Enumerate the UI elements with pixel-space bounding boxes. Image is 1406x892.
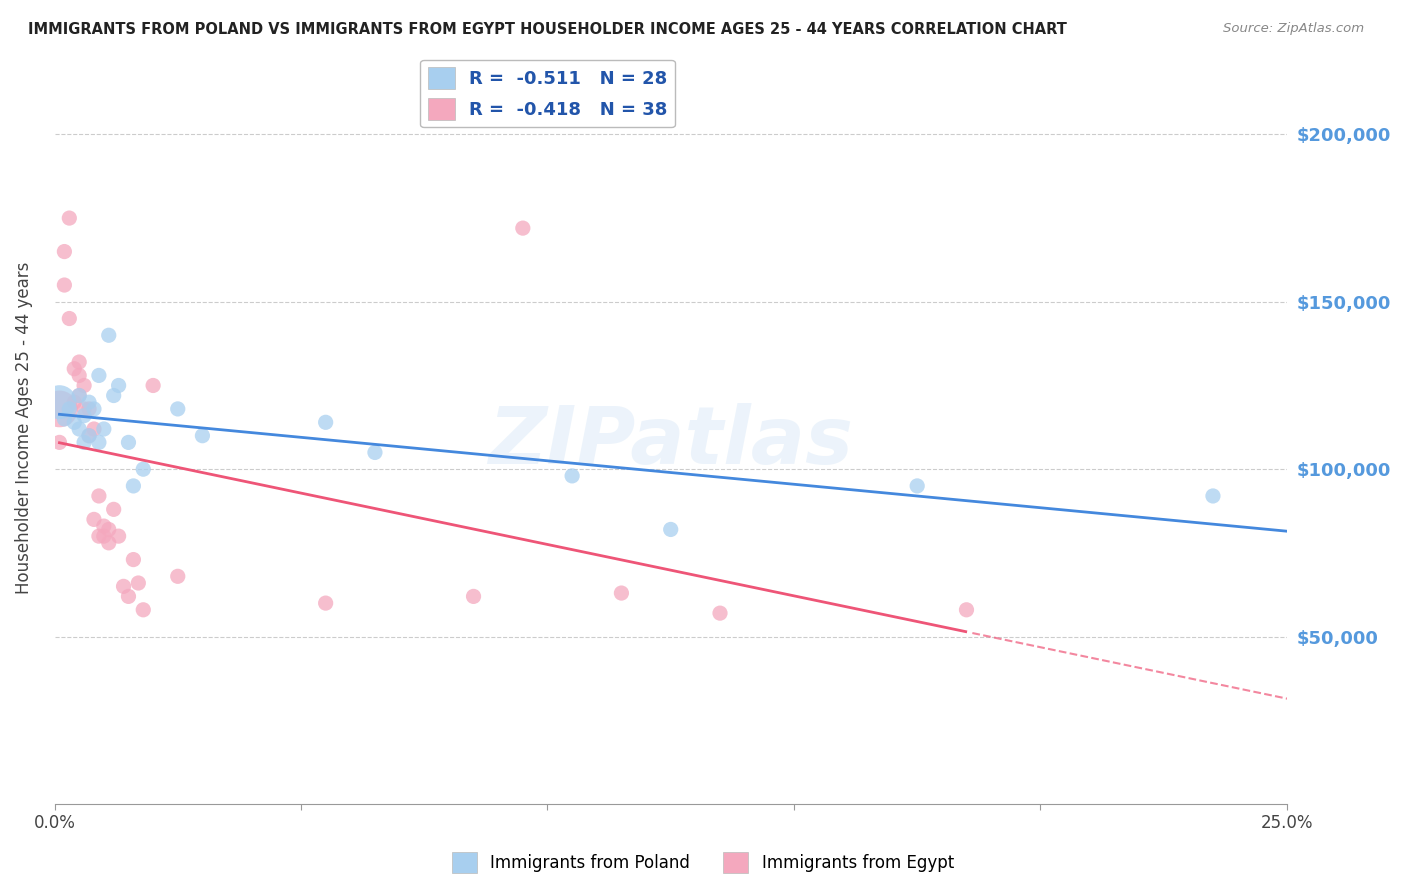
Point (77, 401, 100, 416)
Legend: R =  -0.511   N = 28, R =  -0.418   N = 38: R = -0.511 N = 28, R = -0.418 N = 38 (420, 60, 675, 128)
Point (87, 529, 110, 543)
Point (63, 395, 86, 409)
Point (53, 412, 76, 426)
Point (53, 244, 76, 259)
Point (83, 401, 105, 416)
Point (107, 529, 129, 543)
Point (132, 462, 155, 476)
Point (107, 378, 129, 392)
Point (191, 428, 214, 442)
Point (364, 445, 387, 459)
Point (67, 368, 90, 383)
Point (512, 221, 534, 235)
Point (58, 211, 80, 225)
Point (73, 401, 96, 416)
Point (905, 479, 928, 493)
Text: Source: ZipAtlas.com: Source: ZipAtlas.com (1223, 22, 1364, 36)
Point (955, 603, 977, 617)
Point (142, 378, 165, 392)
Point (610, 586, 633, 600)
Point (67, 388, 90, 402)
Point (166, 569, 188, 583)
Point (53, 278, 76, 293)
Point (315, 596, 337, 610)
Point (117, 435, 139, 450)
Text: ZIPatlas: ZIPatlas (488, 403, 853, 482)
Point (58, 311, 80, 326)
Point (87, 368, 110, 383)
Point (112, 579, 135, 593)
Point (132, 603, 155, 617)
Point (93, 422, 115, 436)
Point (122, 479, 145, 493)
Point (315, 415, 337, 429)
Point (48, 395, 70, 409)
Point (73, 378, 96, 392)
Point (166, 401, 188, 416)
Point (63, 361, 86, 376)
Point (48, 435, 70, 450)
Point (67, 355, 90, 369)
Point (83, 422, 105, 436)
Point (127, 576, 149, 591)
Point (659, 523, 682, 537)
Point (103, 502, 125, 516)
Point (709, 606, 731, 620)
Point (97, 328, 120, 343)
Point (561, 468, 583, 483)
Point (67, 388, 90, 402)
Point (77, 428, 100, 442)
Y-axis label: Householder Income Ages 25 - 44 years: Householder Income Ages 25 - 44 years (15, 261, 32, 593)
Point (117, 590, 139, 604)
Point (48, 401, 70, 416)
Point (58, 401, 80, 416)
Point (93, 519, 115, 533)
Point (67, 422, 90, 436)
Point (1202, 489, 1225, 503)
Point (463, 590, 485, 604)
Point (87, 435, 110, 450)
Point (63, 415, 86, 429)
Point (122, 552, 145, 566)
Point (103, 388, 125, 402)
Text: IMMIGRANTS FROM POLAND VS IMMIGRANTS FROM EGYPT HOUSEHOLDER INCOME AGES 25 - 44 : IMMIGRANTS FROM POLAND VS IMMIGRANTS FRO… (28, 22, 1067, 37)
Point (97, 536, 120, 550)
Point (97, 523, 120, 537)
Point (73, 409, 96, 423)
Point (87, 489, 110, 503)
Legend: Immigrants from Poland, Immigrants from Egypt: Immigrants from Poland, Immigrants from … (446, 846, 960, 880)
Point (83, 512, 105, 526)
Point (73, 435, 96, 450)
Point (77, 395, 100, 409)
Point (93, 529, 115, 543)
Point (77, 428, 100, 442)
